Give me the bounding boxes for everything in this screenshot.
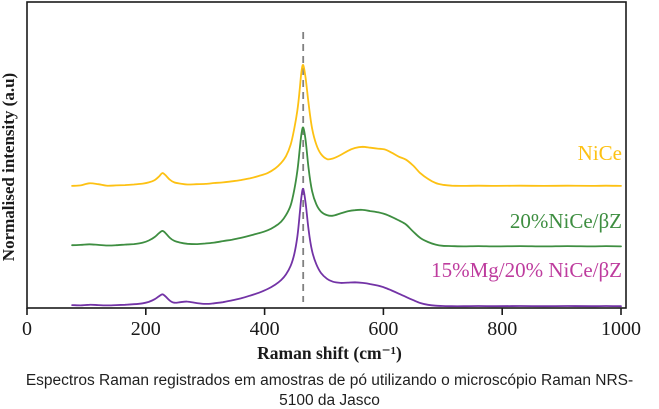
spectrum-curve-1: [71, 126, 622, 248]
x-tick-label: 1000: [601, 318, 641, 340]
raman-chart-canvas: 0 200 400 600 800 1000 NiCe 20%NiCe/βZ 15%Mg/…: [0, 1, 641, 340]
plot-frame: [26, 1, 627, 309]
spectrum-curve-0: [71, 64, 622, 187]
caption-line-2: 5100 da Jasco: [279, 392, 380, 409]
x-axis-ticks: 0 200 400 600 800 1000: [22, 308, 641, 340]
spectrum-curve-2: [71, 187, 622, 308]
spectra-curves: [71, 64, 622, 308]
x-tick-label: 800: [487, 318, 517, 340]
y-axis-label: Normalised intensity (a.u): [0, 73, 18, 261]
x-axis-label: Raman shift (cm⁻¹): [257, 343, 402, 363]
series-label-15mg-20nice-bz: 15%Mg/20% NiCe/βZ: [431, 258, 622, 282]
x-tick-label: 600: [368, 318, 398, 340]
x-tick-label: 200: [131, 318, 161, 340]
figure-caption: Espectros Raman registrados em amostras …: [0, 371, 659, 409]
x-tick-label: 0: [22, 318, 32, 340]
caption-line-1: Espectros Raman registrados em amostras …: [25, 372, 634, 389]
series-label-nice: NiCe: [578, 141, 622, 165]
x-tick-label: 400: [250, 318, 280, 340]
series-label-20nice-bz: 20%NiCe/βZ: [510, 209, 622, 233]
raman-chart: 0 200 400 600 800 1000 NiCe 20%NiCe/βZ 15%Mg/…: [0, 1, 641, 340]
